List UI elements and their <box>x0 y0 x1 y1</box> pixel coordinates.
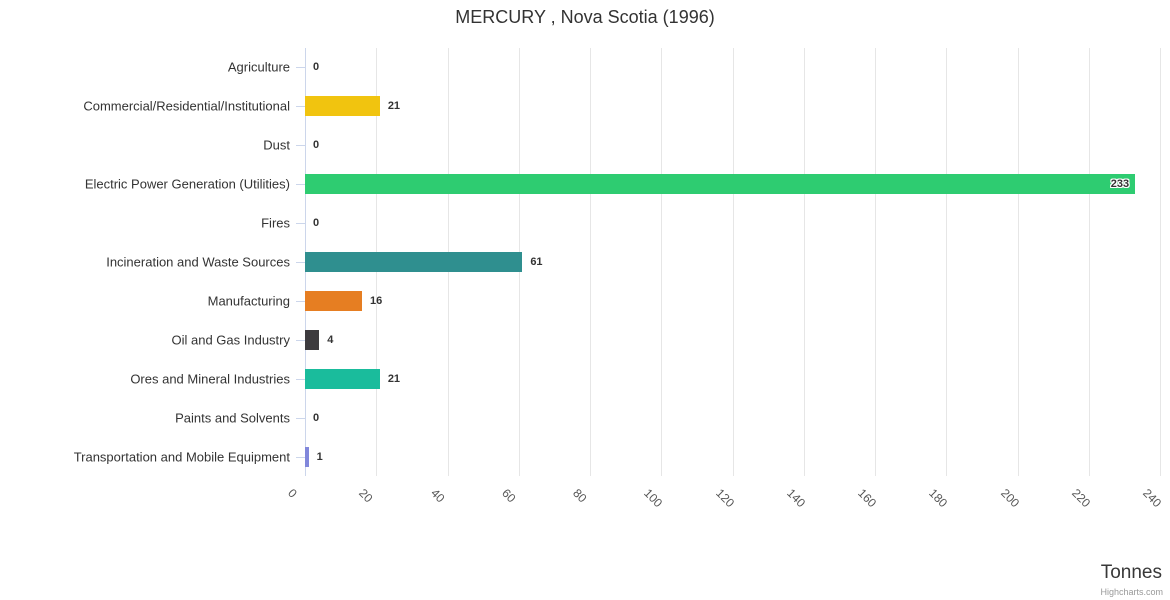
bar-value-label: 0 <box>313 139 320 152</box>
x-axis-tick-label: 120 <box>712 486 737 511</box>
category-tick <box>296 106 305 108</box>
gridline <box>590 48 591 476</box>
bar-value-label: 61 <box>530 256 543 268</box>
gridline <box>661 48 663 476</box>
bar-value-label: 16 <box>370 294 383 307</box>
x-axis-tick-label: 240 <box>1140 486 1165 511</box>
category-label: Agriculture <box>227 59 290 75</box>
bar[interactable] <box>305 290 362 311</box>
category-tick <box>296 184 305 186</box>
category-label: Paints and Solvents <box>175 410 290 426</box>
category-tick <box>296 300 305 302</box>
category-label: Incineration and Waste Sources <box>106 254 290 270</box>
x-axis-tick-label: 200 <box>997 486 1022 511</box>
bar-value-label: 21 <box>387 372 401 385</box>
category-label: Electric Power Generation (Utilities) <box>84 176 290 192</box>
bar-value-label: 4 <box>327 333 334 346</box>
chart-title: MERCURY , Nova Scotia (1996) <box>455 7 715 27</box>
category-tick <box>296 456 305 458</box>
category-tick <box>296 378 305 380</box>
gridline <box>803 48 805 476</box>
x-axis-tick-label: 100 <box>641 486 666 511</box>
x-axis-tick-label: 20 <box>356 486 376 506</box>
category-label: Ores and Mineral Industries <box>130 371 290 387</box>
bar-value-label: 21 <box>387 100 401 113</box>
category-label: Fires <box>261 215 290 231</box>
bar-value-label: 0 <box>313 411 320 424</box>
category-tick <box>296 417 305 419</box>
x-axis-tick-label: 80 <box>570 486 590 506</box>
gridline <box>732 48 734 476</box>
bar-value-label: 0 <box>313 217 320 230</box>
bar-value-label: 0 <box>313 61 320 74</box>
x-axis-tick-label: 140 <box>783 486 808 511</box>
category-tick <box>296 339 305 341</box>
bar-value-label: 1 <box>316 450 323 463</box>
x-axis-tick-label: 40 <box>427 486 447 506</box>
category-label: Oil and Gas Industry <box>171 332 291 348</box>
category-label: Commercial/Residential/Institutional <box>83 98 290 114</box>
bar[interactable] <box>305 252 523 272</box>
x-axis-tick-label: 60 <box>498 486 519 506</box>
x-axis-title: Tonnes <box>1100 562 1162 583</box>
bar[interactable] <box>305 329 320 350</box>
category-tick <box>296 67 305 69</box>
category-tick <box>296 262 305 263</box>
x-axis-tick-label: 160 <box>855 486 880 511</box>
category-tick <box>296 145 305 147</box>
bar[interactable] <box>305 368 380 389</box>
bar-value-label: 233 <box>1110 178 1130 191</box>
bar[interactable] <box>305 96 380 117</box>
category-label: Manufacturing <box>207 293 290 309</box>
x-axis-tick-label: 0 <box>285 486 300 501</box>
x-axis-tick-label: 180 <box>926 486 951 511</box>
gridline <box>1017 48 1019 476</box>
bar[interactable] <box>305 174 1136 195</box>
highcharts-credit[interactable]: Highcharts.com <box>1100 587 1163 597</box>
category-label: Transportation and Mobile Equipment <box>73 449 290 465</box>
category-label: Dust <box>263 137 290 153</box>
x-axis-tick-label: 220 <box>1068 486 1093 511</box>
gridline <box>875 48 876 476</box>
bar[interactable] <box>305 446 309 467</box>
gridline <box>1160 48 1161 476</box>
gridline <box>946 48 948 476</box>
category-tick <box>296 223 305 225</box>
gridline <box>1088 48 1090 476</box>
